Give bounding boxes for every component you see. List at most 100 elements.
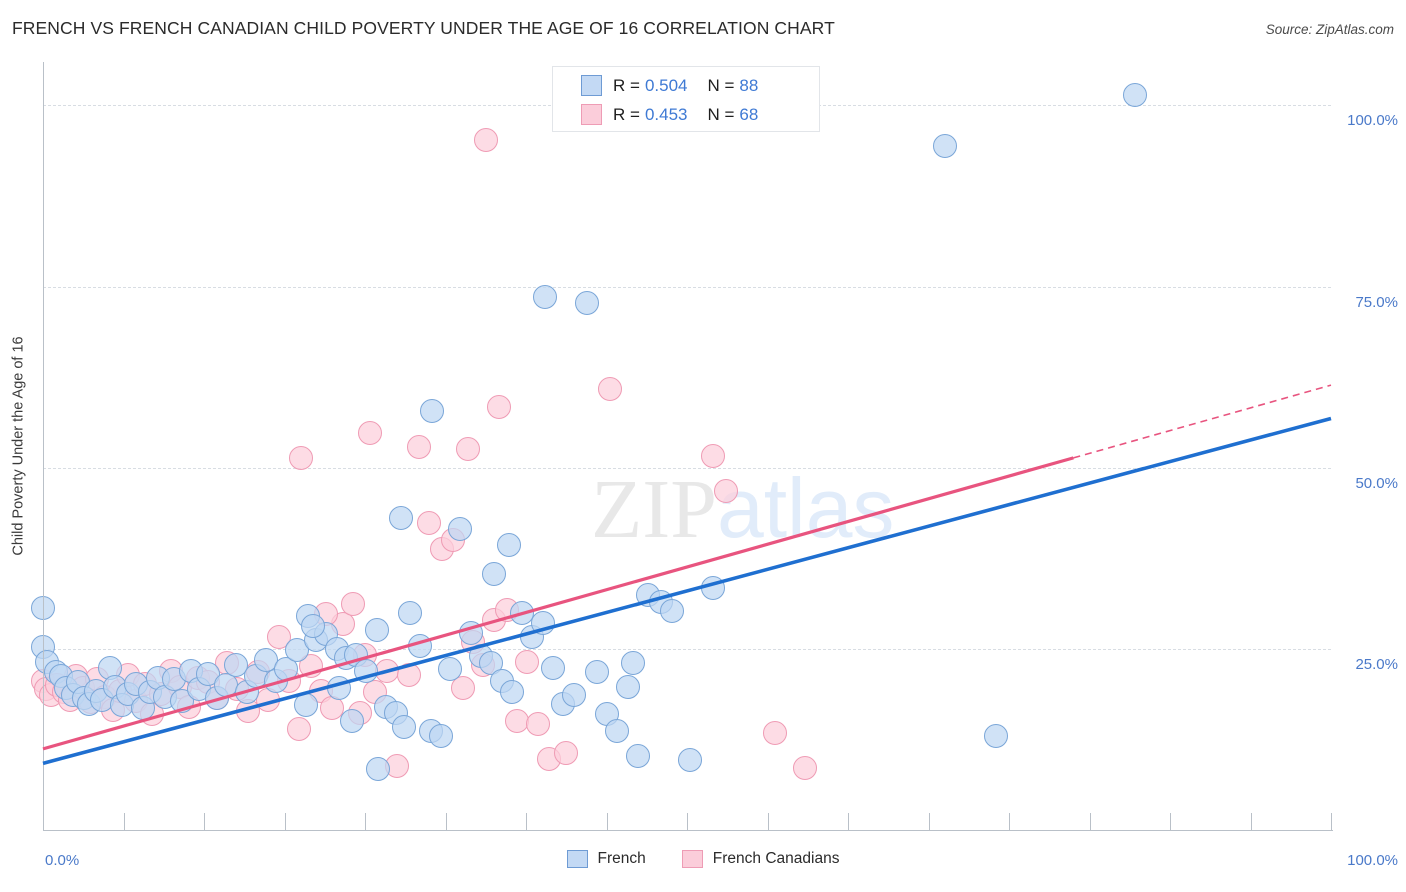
scatter-point bbox=[497, 532, 522, 557]
x-axis-tick bbox=[445, 813, 447, 830]
legend-swatch-french-canadians bbox=[681, 850, 703, 868]
watermark-atlas: atlas bbox=[717, 461, 895, 555]
legend-label-french-canadians: French Canadians bbox=[712, 850, 840, 867]
x-axis-tick bbox=[928, 813, 930, 830]
gridline bbox=[43, 467, 1331, 469]
x-axis-tick bbox=[687, 813, 688, 830]
y-axis-title-label: Child Poverty Under the Age of 16 bbox=[11, 336, 27, 556]
stats-row-french-canadians: R = 0.453 N = 68 bbox=[553, 100, 819, 129]
x-axis-tick bbox=[1089, 813, 1091, 830]
x-axis-tick bbox=[1331, 813, 1332, 830]
scatter-point bbox=[301, 613, 326, 638]
y-axis-title: Child Poverty Under the Age of 16 bbox=[8, 62, 30, 830]
scatter-point bbox=[358, 420, 383, 445]
scatter-point bbox=[574, 290, 599, 315]
scatter-point bbox=[515, 649, 540, 674]
legend-item-french[interactable]: French bbox=[566, 850, 646, 868]
scatter-point bbox=[354, 658, 379, 683]
y-axis-tick-label: 75.0% bbox=[1355, 293, 1398, 311]
watermark: ZIPatlas bbox=[591, 466, 894, 552]
scatter-point bbox=[438, 657, 462, 682]
scatter-point bbox=[700, 444, 725, 469]
stats-n-value-french: 88 bbox=[739, 75, 759, 95]
x-axis-min-label: 0.0% bbox=[45, 852, 80, 869]
scatter-point bbox=[407, 435, 432, 460]
scatter-point bbox=[456, 436, 481, 461]
scatter-point bbox=[486, 394, 511, 419]
source-attribution: Source: ZipAtlas.com bbox=[1265, 22, 1394, 37]
scatter-point bbox=[398, 600, 423, 625]
scatter-point bbox=[389, 506, 414, 531]
stats-row-french: R = 0.504 N = 88 bbox=[553, 71, 819, 100]
series-legend: French French Canadians bbox=[0, 850, 1406, 868]
scatter-point bbox=[620, 651, 645, 676]
x-axis-tick bbox=[204, 813, 205, 830]
scatter-point bbox=[626, 744, 651, 769]
scatter-point bbox=[481, 561, 506, 586]
scatter-point bbox=[615, 674, 640, 699]
scatter-point bbox=[428, 723, 453, 748]
scatter-point bbox=[1123, 83, 1148, 108]
scatter-point bbox=[984, 723, 1009, 748]
x-axis-tick bbox=[365, 813, 366, 830]
stats-swatch-french-canadians bbox=[581, 104, 602, 125]
correlation-stats-legend: R = 0.504 N = 88 R = 0.453 N = 68 bbox=[552, 66, 820, 132]
x-axis-line bbox=[43, 830, 1333, 831]
scatter-point bbox=[391, 715, 416, 740]
scatter-point bbox=[597, 377, 622, 402]
scatter-point bbox=[417, 510, 442, 535]
x-axis-tick bbox=[767, 813, 769, 830]
x-axis-tick bbox=[606, 813, 608, 830]
gridline bbox=[43, 648, 1331, 650]
scatter-point bbox=[458, 620, 483, 645]
scatter-point bbox=[677, 748, 702, 773]
scatter-point bbox=[374, 658, 399, 683]
scatter-point bbox=[396, 662, 421, 687]
stats-n-value-french-canadians: 68 bbox=[739, 104, 759, 124]
scatter-point bbox=[293, 693, 318, 718]
x-axis-tick bbox=[43, 813, 44, 830]
scatter-point bbox=[499, 680, 524, 705]
scatter-point bbox=[287, 716, 312, 741]
scatter-point bbox=[700, 576, 725, 600]
scatter-point bbox=[408, 633, 433, 658]
stats-r-value-french-canadians: 0.453 bbox=[644, 104, 688, 124]
scatter-point bbox=[525, 712, 550, 737]
scatter-point bbox=[530, 610, 555, 635]
scatter-point bbox=[561, 683, 586, 708]
watermark-zip: ZIP bbox=[591, 463, 717, 556]
scatter-point bbox=[327, 675, 352, 700]
x-axis-tick bbox=[284, 813, 286, 830]
plot-area: ZIPatlas bbox=[31, 62, 1331, 830]
stats-n-label-french-canadians: N = bbox=[707, 104, 735, 124]
stats-r-label-french-canadians: R = bbox=[613, 104, 640, 124]
scatter-point bbox=[553, 741, 578, 766]
scatter-point bbox=[793, 755, 818, 780]
y-axis-tick-label: 25.0% bbox=[1355, 655, 1398, 673]
gridline bbox=[43, 286, 1331, 288]
y-axis-tick-label: 100.0% bbox=[1347, 112, 1398, 130]
y-axis-line bbox=[43, 62, 44, 830]
scatter-point bbox=[341, 591, 366, 616]
legend-label-french: French bbox=[597, 850, 646, 867]
scatter-point bbox=[533, 284, 558, 309]
scatter-point bbox=[474, 128, 499, 153]
scatter-point bbox=[419, 399, 444, 424]
x-axis-tick bbox=[1170, 813, 1171, 830]
scatter-point bbox=[541, 655, 566, 680]
x-axis-tick bbox=[123, 813, 125, 830]
legend-item-french-canadians[interactable]: French Canadians bbox=[681, 850, 840, 868]
scatter-point bbox=[364, 618, 389, 643]
scatter-point bbox=[340, 709, 365, 734]
scatter-point bbox=[932, 134, 957, 159]
stats-n-label-french: N = bbox=[707, 75, 735, 95]
scatter-point bbox=[584, 660, 609, 685]
legend-swatch-french bbox=[566, 850, 588, 868]
x-axis-max-label: 100.0% bbox=[1347, 852, 1398, 869]
scatter-point bbox=[659, 599, 684, 624]
page-title: FRENCH VS FRENCH CANADIAN CHILD POVERTY … bbox=[12, 18, 835, 38]
x-axis-tick bbox=[1009, 813, 1010, 830]
scatter-point bbox=[762, 720, 787, 745]
scatter-point bbox=[288, 445, 313, 470]
stats-swatch-french bbox=[581, 75, 602, 96]
